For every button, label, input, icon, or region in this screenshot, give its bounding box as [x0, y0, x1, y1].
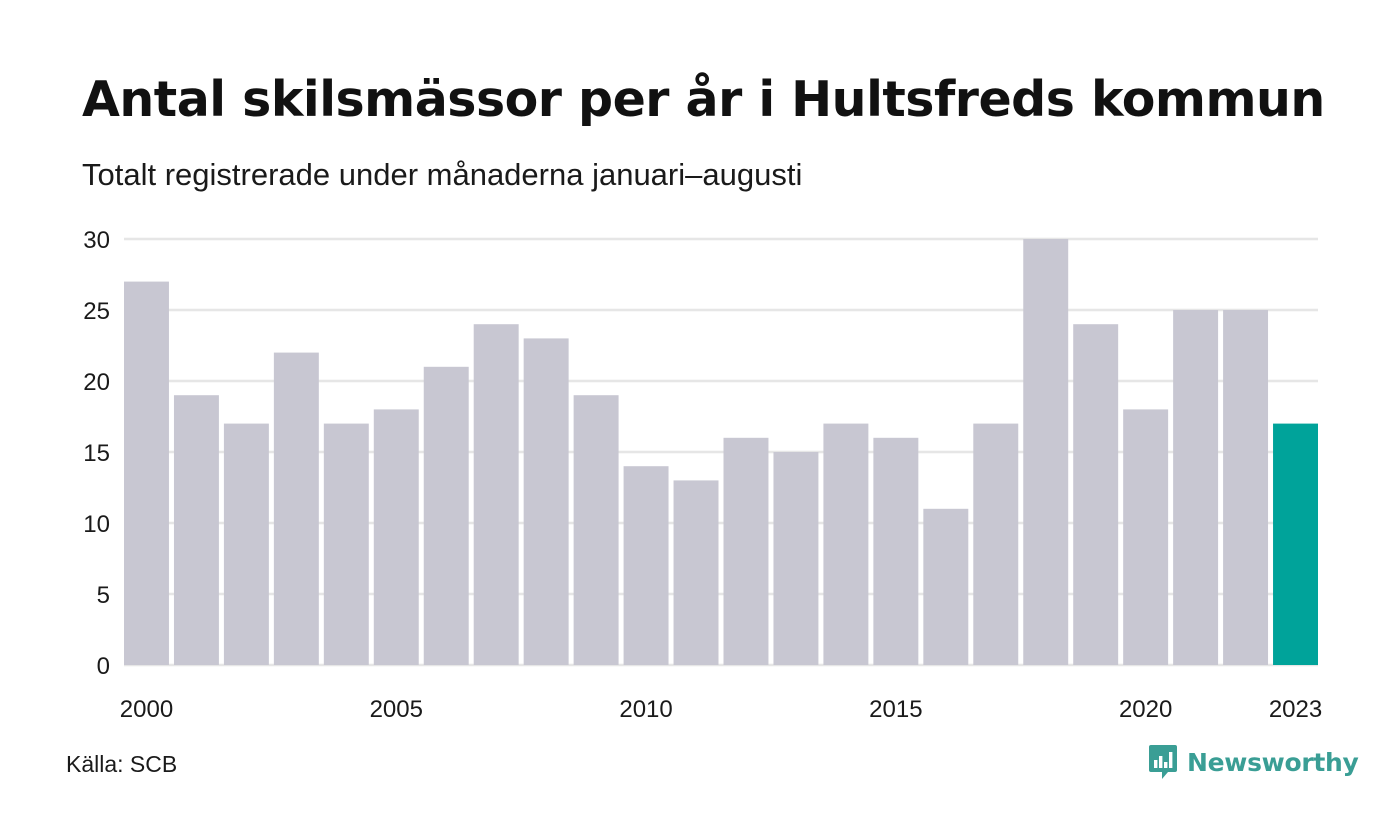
newsworthy-logo: Newsworthy — [1148, 742, 1359, 782]
x-tick-label: 2005 — [370, 696, 423, 723]
chart-subtitle: Totalt registrerade under månaderna janu… — [82, 157, 803, 192]
bar-highlight — [1273, 423, 1318, 665]
bar — [273, 352, 319, 665]
y-tick-label: 30 — [83, 227, 110, 254]
bars — [124, 239, 1318, 665]
bar — [373, 409, 419, 665]
bar — [1223, 310, 1269, 665]
bar — [973, 423, 1019, 665]
bar — [623, 466, 669, 665]
bar — [573, 395, 619, 665]
bar — [773, 452, 819, 665]
bar-chart-speech-bubble-icon — [1149, 745, 1177, 779]
y-tick-label: 10 — [83, 511, 110, 538]
bar — [223, 423, 269, 665]
x-tick-label: 2000 — [120, 696, 173, 723]
source-note: Källa: SCB — [66, 751, 178, 777]
bar — [723, 437, 769, 665]
bar — [423, 366, 469, 665]
y-tick-label: 5 — [97, 582, 110, 609]
bar — [1023, 239, 1069, 665]
x-tick-label: 2020 — [1119, 696, 1172, 723]
bar — [1123, 409, 1169, 665]
brand-name: Newsworthy — [1187, 747, 1359, 777]
bar — [1173, 310, 1219, 665]
y-tick-label: 0 — [97, 653, 110, 680]
x-tick-label: 2023 — [1269, 696, 1322, 723]
gridlines — [124, 237, 1318, 667]
bar — [673, 480, 719, 665]
y-tick-label: 15 — [83, 440, 110, 467]
bar — [873, 437, 919, 665]
bar — [523, 338, 569, 665]
bar — [173, 395, 219, 665]
bar — [823, 423, 869, 665]
x-tick-label: 2015 — [869, 696, 922, 723]
x-axis-labels: 2000 2005 2010 2015 2020 2023 — [120, 696, 1322, 723]
bar — [473, 324, 519, 665]
chart-title: Antal skilsmässor per år i Hultsfreds ko… — [82, 71, 1325, 128]
bar — [323, 423, 369, 665]
bar — [923, 508, 969, 665]
y-axis-labels: 0 5 10 15 20 25 30 — [83, 227, 110, 680]
y-tick-label: 20 — [83, 369, 110, 396]
y-tick-label: 25 — [83, 298, 110, 325]
bar — [1073, 324, 1119, 665]
x-tick-label: 2010 — [619, 696, 672, 723]
bar — [124, 281, 169, 665]
